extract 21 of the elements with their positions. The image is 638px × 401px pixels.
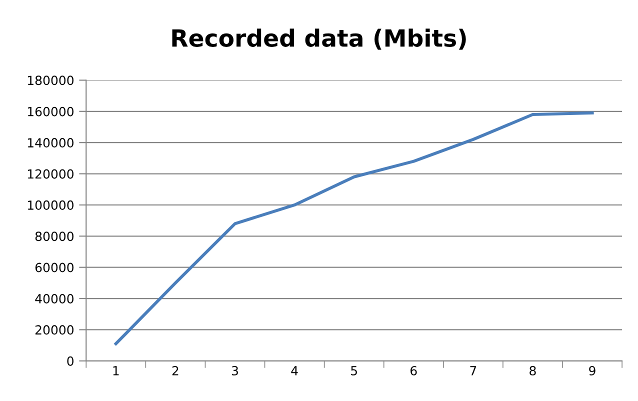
x-tick-label: 7 bbox=[470, 366, 476, 376]
y-tick-label: 0 bbox=[67, 356, 74, 366]
y-tick-label: 180000 bbox=[28, 76, 74, 86]
x-tick-label: 1 bbox=[113, 366, 119, 376]
line-series bbox=[114, 111, 594, 346]
x-tick-label: 9 bbox=[589, 366, 596, 376]
x-tick-label: 8 bbox=[530, 366, 536, 376]
y-tick-label: 40000 bbox=[35, 294, 74, 304]
x-tick-label: 5 bbox=[351, 366, 357, 376]
y-tick-label: 160000 bbox=[28, 106, 74, 116]
x-tick-label: 2 bbox=[172, 366, 178, 376]
x-tick-label: 3 bbox=[232, 366, 238, 376]
y-tick-label: 120000 bbox=[28, 169, 74, 179]
y-tick-label: 20000 bbox=[35, 325, 74, 335]
y-tick-label: 100000 bbox=[28, 200, 74, 210]
chart-title: Recorded data (Mbits) bbox=[172, 28, 466, 50]
y-tick-label: 140000 bbox=[28, 138, 74, 148]
y-tick-label: 60000 bbox=[35, 262, 74, 272]
y-tick-label: 80000 bbox=[35, 232, 74, 242]
x-tick-label: 6 bbox=[410, 366, 417, 376]
x-tick-label: 4 bbox=[291, 366, 298, 376]
